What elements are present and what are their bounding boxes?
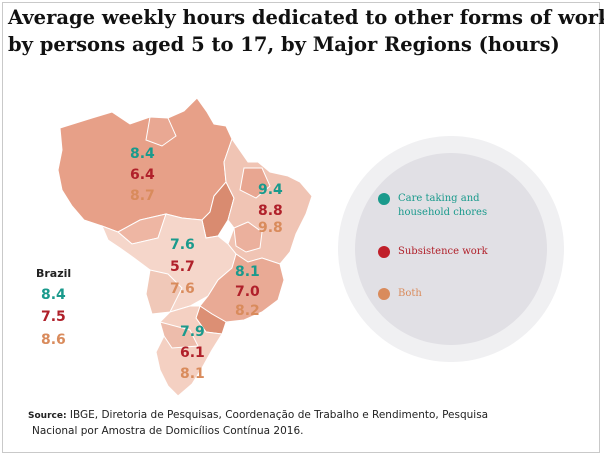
north-care-value: 8.4 bbox=[130, 146, 155, 162]
figure-frame bbox=[2, 2, 600, 453]
region-north bbox=[57, 97, 233, 233]
northeast-care-value: 9.4 bbox=[258, 182, 283, 198]
legend-label-subsistence: Subsistence work bbox=[398, 246, 488, 257]
center-west-subsistence-value: 5.7 bbox=[170, 259, 195, 275]
source-note: Source: IBGE, Diretoria de Pesquisas, Co… bbox=[28, 408, 588, 439]
legend-inner-circle bbox=[355, 153, 547, 345]
legend-item-subsistence: Subsistence work bbox=[378, 245, 488, 259]
brazil-subsistence-value: 7.5 bbox=[41, 309, 66, 325]
region-north-state-c bbox=[145, 116, 177, 147]
source-text: IBGE, Diretoria de Pesquisas, Coordenaçã… bbox=[66, 409, 489, 421]
region-southeast bbox=[199, 253, 285, 323]
source-text-2: Nacional por Amostra de Domicílios Contí… bbox=[32, 425, 304, 437]
legend-label-care-line2: household chores bbox=[398, 207, 488, 218]
brazil-both-value: 8.6 bbox=[41, 332, 66, 348]
legend-dot-subsistence bbox=[378, 246, 390, 258]
southeast-care-value: 8.1 bbox=[235, 264, 260, 280]
title-line-2: by persons aged 5 to 17, by Major Region… bbox=[8, 33, 560, 56]
south-care-value: 7.9 bbox=[180, 324, 205, 340]
legend-item-both: Both bbox=[378, 287, 422, 301]
legend-label-care-line1: Care taking and bbox=[398, 193, 480, 204]
legend-label-both: Both bbox=[398, 288, 422, 299]
south-subsistence-value: 6.1 bbox=[180, 345, 205, 361]
region-south-state-a bbox=[159, 321, 199, 349]
south-both-value: 8.1 bbox=[180, 366, 205, 382]
title-line-1: Average weekly hours dedicated to other … bbox=[8, 6, 604, 29]
page-title: Average weekly hours dedicated to other … bbox=[8, 4, 604, 58]
northeast-both-value: 9.8 bbox=[258, 220, 283, 236]
legend-item-care: Care taking and household chores bbox=[378, 192, 487, 220]
region-northeast-state-b bbox=[233, 221, 263, 253]
brazil-care-value: 8.4 bbox=[41, 287, 66, 303]
center-west-care-value: 7.6 bbox=[170, 237, 195, 253]
north-subsistence-value: 6.4 bbox=[130, 167, 155, 183]
brazil-label: Brazil bbox=[36, 267, 72, 280]
north-both-value: 8.7 bbox=[130, 188, 155, 204]
legend-dot-care bbox=[378, 193, 390, 205]
legend-label-care: Care taking and household chores bbox=[398, 192, 487, 220]
region-northeast-state-a bbox=[239, 167, 271, 199]
southeast-both-value: 8.2 bbox=[235, 303, 260, 319]
southeast-subsistence-value: 7.0 bbox=[235, 284, 260, 300]
center-west-both-value: 7.6 bbox=[170, 281, 195, 297]
northeast-subsistence-value: 8.8 bbox=[258, 203, 283, 219]
legend-dot-both bbox=[378, 288, 390, 300]
source-label: Source: bbox=[28, 411, 67, 421]
